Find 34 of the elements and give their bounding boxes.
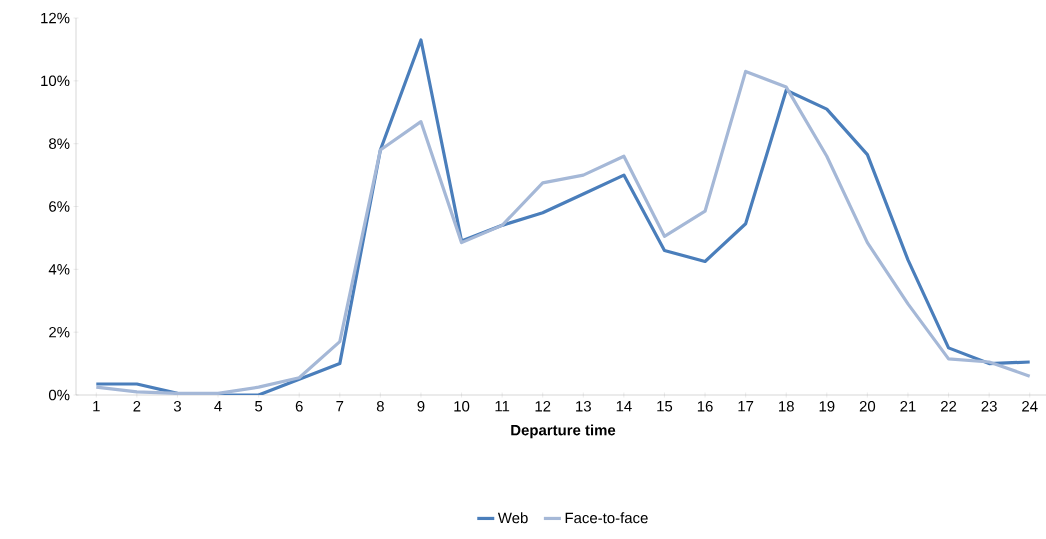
x-tick-label: 7 [336, 401, 344, 412]
legend-label: Web [497, 512, 528, 524]
x-tick-label: 6 [295, 401, 303, 412]
x-tick-label: 8 [376, 401, 384, 412]
x-axis-title: Departure time [511, 424, 616, 439]
y-tick-label: 4% [48, 264, 70, 275]
y-tick-label: 10% [41, 75, 70, 87]
x-tick-label: 16 [697, 401, 713, 412]
x-tick-label: 1 [93, 401, 100, 412]
x-tick-label: 11 [495, 401, 510, 412]
x-tick-label: 9 [417, 401, 425, 412]
y-tick-label: 2% [49, 326, 70, 338]
x-tick-label: 21 [900, 401, 916, 412]
x-tick-label: 22 [940, 401, 957, 412]
y-tick-label: 0% [48, 389, 70, 401]
y-tick-label: 8% [49, 138, 70, 149]
x-tick-label: 12 [535, 401, 551, 412]
y-tick-label: 12% [41, 12, 70, 24]
x-tick-label: 4 [214, 401, 222, 412]
x-tick-label: 14 [616, 401, 632, 412]
x-tick-label: 15 [657, 401, 673, 412]
legend-label: Face-to-face [565, 512, 648, 524]
x-tick-label: 24 [1022, 401, 1038, 412]
y-tick-label: 6% [49, 201, 70, 212]
x-tick-label: 2 [133, 401, 141, 412]
x-tick-label: 19 [819, 401, 835, 412]
x-tick-label: 13 [576, 401, 591, 412]
x-tick-label: 10 [454, 401, 470, 412]
x-tick-label: 5 [255, 401, 263, 412]
x-tick-label: 20 [859, 401, 876, 412]
x-tick-label: 3 [173, 401, 181, 412]
x-tick-label: 18 [779, 401, 794, 412]
x-tick-label: 17 [738, 401, 754, 412]
x-tick-label: 23 [981, 401, 997, 412]
